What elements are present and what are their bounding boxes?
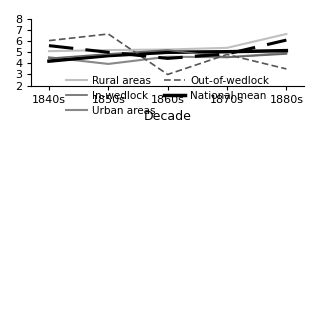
Legend: Rural areas, In-wedlock, Urban areas, Out-of-wedlock, National mean: Rural areas, In-wedlock, Urban areas, Ou… xyxy=(62,72,273,120)
X-axis label: Decade: Decade xyxy=(144,110,192,123)
